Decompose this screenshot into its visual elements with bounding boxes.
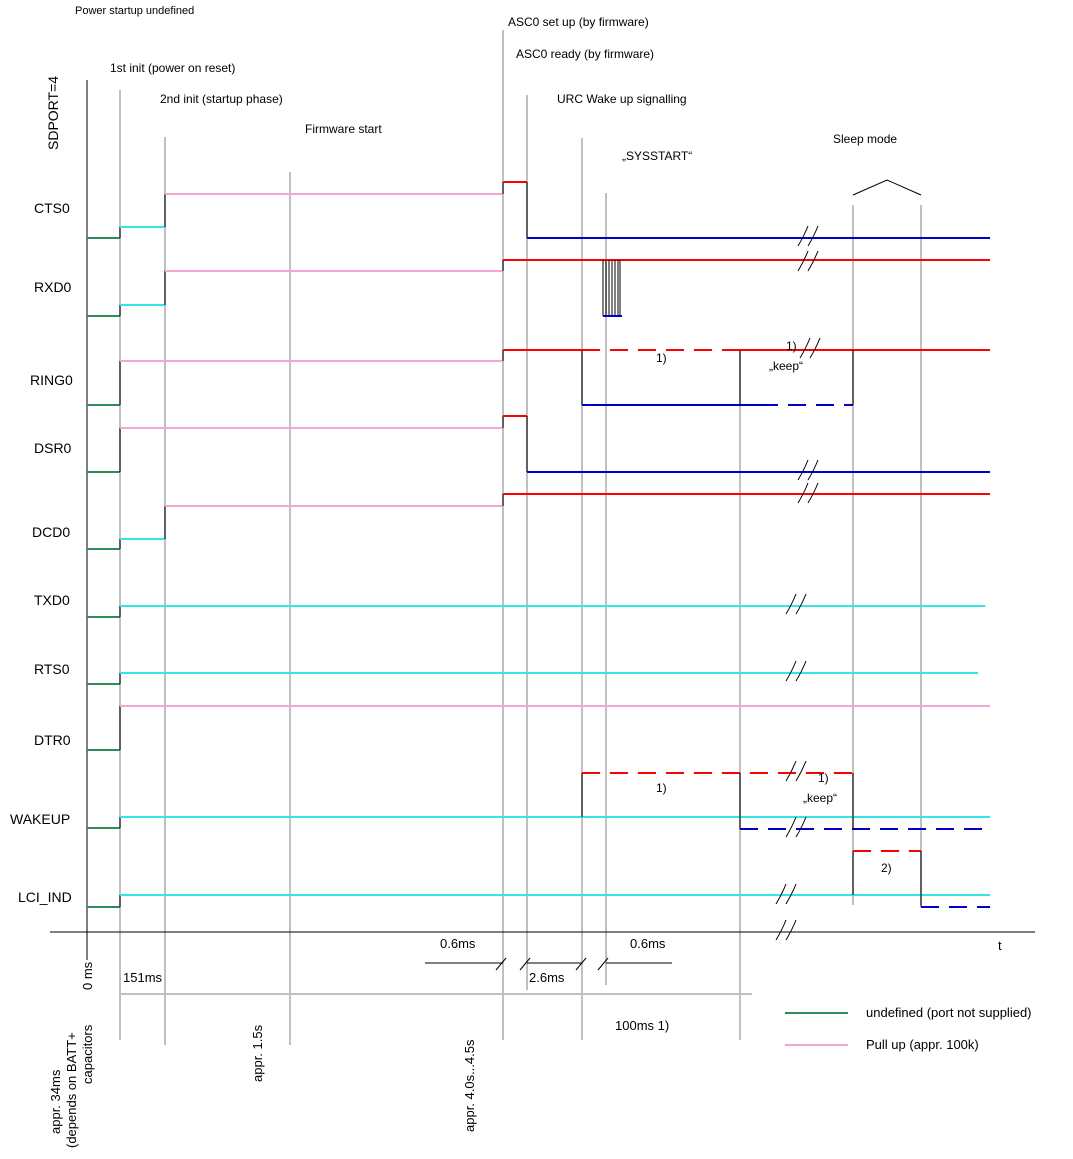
trace-rxd0 xyxy=(87,259,990,317)
event-urc-wakeup: URC Wake up signalling xyxy=(557,92,687,106)
event-asc0-ready: ASC0 ready (by firmware) xyxy=(516,47,654,61)
sdport-label: SDPORT=4 xyxy=(45,76,61,150)
signal-rts0: RTS0 xyxy=(34,661,70,677)
legend: undefined (port not supplied) Pull up (a… xyxy=(785,1005,1032,1052)
signal-wakeup: WAKEUP xyxy=(10,811,70,827)
event-power-startup: Power startup undefined xyxy=(75,5,194,17)
timing-100ms: 100ms 1) xyxy=(615,1018,669,1033)
ring-note-keep: „keep“ xyxy=(769,359,803,373)
ring-note-1: 1) xyxy=(656,351,667,365)
legend-pullup-label: Pull up (appr. 100k) xyxy=(866,1037,979,1052)
timing-06ms-a: 0.6ms xyxy=(440,936,476,951)
signal-ring0: RING0 xyxy=(30,372,73,388)
lci-note-2: 2) xyxy=(881,861,892,875)
event-first-init: 1st init (power on reset) xyxy=(110,61,235,75)
label-batt-3: capacitors xyxy=(80,1024,95,1084)
trace-lci-ind: 2) xyxy=(87,850,990,908)
label-batt-1: appr. 34ms xyxy=(48,1069,63,1134)
ring-note-1b: 1) xyxy=(786,339,797,353)
wakeup-note-keep: „keep“ xyxy=(803,791,837,805)
signal-labels: CTS0 RXD0 RING0 DSR0 DCD0 TXD0 RTS0 DTR0… xyxy=(10,200,73,905)
timing-06ms-b: 0.6ms xyxy=(630,936,666,951)
label-batt-2: (depends on BATT+ xyxy=(64,1032,79,1148)
wakeup-note-1: 1) xyxy=(656,781,667,795)
event-firmware-start: Firmware start xyxy=(305,122,382,136)
signal-dcd0: DCD0 xyxy=(32,524,70,540)
sleep-mode-bracket xyxy=(852,179,922,196)
trace-rts0 xyxy=(87,672,978,685)
wakeup-note-1b: 1) xyxy=(818,771,829,785)
trace-ring0: 1) 1) „keep“ xyxy=(87,339,990,406)
signal-lci-ind: LCI_IND xyxy=(18,889,72,905)
trace-dcd0 xyxy=(87,493,990,550)
timing-26ms: 2.6ms xyxy=(529,970,565,985)
timing-151ms: 151ms xyxy=(123,970,163,985)
timing-annotations: 0.6ms 0.6ms 2.6ms 151ms 100ms 1) 0 ms xyxy=(80,936,752,1033)
signal-cts0: CTS0 xyxy=(34,200,70,216)
event-second-init: 2nd init (startup phase) xyxy=(160,92,283,106)
trace-dsr0 xyxy=(87,415,990,473)
time-axis-label: t xyxy=(998,938,1002,953)
timing-0ms: 0 ms xyxy=(80,961,95,990)
trace-txd0 xyxy=(87,605,985,618)
trace-dtr0 xyxy=(87,705,990,751)
event-sysstart: „SYSSTART“ xyxy=(622,149,692,163)
trace-wakeup: 1) 1) „keep“ xyxy=(87,771,990,830)
label-appr-40s: appr. 4.0s...4.5s xyxy=(462,1039,477,1132)
signal-dsr0: DSR0 xyxy=(34,440,72,456)
break-marks xyxy=(775,225,821,941)
label-appr-15s: appr. 1.5s xyxy=(250,1024,265,1082)
signal-dtr0: DTR0 xyxy=(34,732,71,748)
signal-rxd0: RXD0 xyxy=(34,279,72,295)
sysstart-burst xyxy=(602,260,621,316)
vertical-time-labels: appr. 34ms (depends on BATT+ capacitors … xyxy=(48,1024,477,1148)
trace-cts0 xyxy=(87,181,990,239)
event-asc0-setup: ASC0 set up (by firmware) xyxy=(508,15,649,29)
legend-undefined-label: undefined (port not supplied) xyxy=(866,1005,1032,1020)
event-sleep-mode: Sleep mode xyxy=(833,132,897,146)
signal-txd0: TXD0 xyxy=(34,592,70,608)
